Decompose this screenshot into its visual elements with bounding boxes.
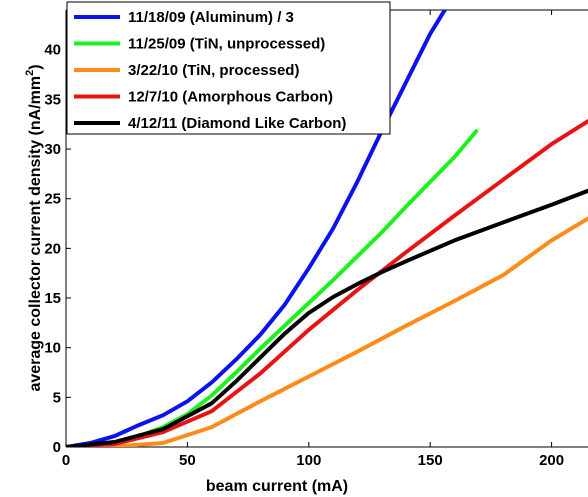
legend-label-3: 3/22/10 (TiN, processed): [128, 62, 299, 79]
x-tick-label: 50: [179, 452, 196, 469]
x-tick-label: 200: [539, 452, 564, 469]
y-tick-label: 40: [44, 42, 61, 59]
series-line-3: [66, 216, 588, 447]
y-tick-label: 30: [44, 141, 61, 158]
y-axis-label-main: average collector current density (nA/mm: [27, 76, 44, 392]
legend-items: 11/18/09 (Aluminum) / 3 11/25/09 (TiN, un…: [74, 9, 346, 132]
series-line-4: [66, 119, 588, 447]
legend-label-4: 12/7/10 (Amorphous Carbon): [128, 89, 333, 106]
legend-label-2: 11/25/09 (TiN, unprocessed): [128, 36, 325, 53]
x-axis-label: beam current (mA): [206, 478, 348, 495]
y-tick-label: 35: [44, 91, 61, 108]
y-axis-label: average collector current density (nA/mm…: [24, 64, 44, 391]
legend-label-5: 4/12/11 (Diamond Like Carbon): [128, 115, 346, 132]
y-tick-label: 5: [53, 389, 61, 406]
y-tick-label: 15: [44, 290, 61, 307]
y-axis-label-tail: ): [27, 64, 44, 69]
x-tick-label: 150: [418, 452, 443, 469]
legend: 11/18/09 (Aluminum) / 3 11/25/09 (TiN, un…: [66, 1, 391, 135]
y-tick-label: 25: [44, 191, 61, 208]
series-line-5: [66, 188, 588, 447]
x-tick-label: 0: [62, 452, 70, 469]
tick-group: 0 50 100 150 200 0 5 10 15 20 25 30 35 40: [44, 10, 564, 469]
y-axis-label-superscript: 2: [24, 70, 36, 76]
y-tick-label: 10: [44, 340, 61, 357]
x-tick-label: 100: [296, 452, 321, 469]
legend-box: [66, 1, 391, 135]
legend-label-1: 11/18/09 (Aluminum) / 3: [128, 9, 294, 26]
y-tick-label: 20: [44, 240, 61, 257]
y-tick-label: 0: [53, 439, 61, 456]
